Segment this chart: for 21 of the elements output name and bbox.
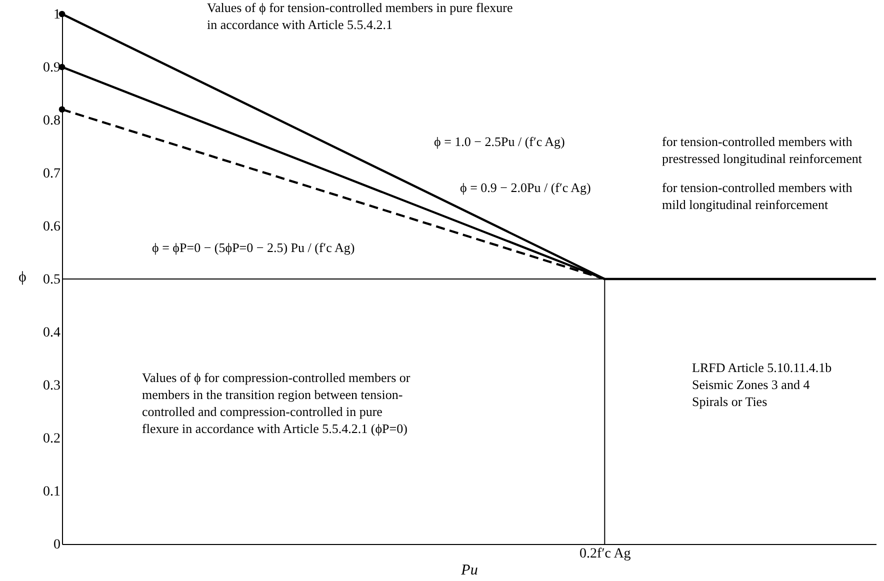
y-tick-label: 0.7 bbox=[43, 166, 60, 182]
annotation: for tension-controlled members with mild longitudinal reinforcement bbox=[662, 180, 853, 212]
x-axis-title: Pu bbox=[460, 562, 478, 578]
x-tick-label: 0.2f′c Ag bbox=[580, 546, 631, 562]
y-axis-title: ϕ bbox=[18, 270, 27, 286]
annotation: Values of ϕ for tension-controlled members in pure flexure in accordance with Article 5.5.4.2.1 bbox=[207, 0, 513, 32]
annotation: ϕ = ϕP=0 − (5ϕP=0 − 2.5) Pu / (f′c Ag) bbox=[152, 240, 355, 255]
y-tick-label: 0.1 bbox=[43, 484, 60, 500]
annotation: ϕ = 0.9 − 2.0Pu / (f′c Ag) bbox=[460, 180, 591, 195]
annotation: ϕ = 1.0 − 2.5Pu / (f′c Ag) bbox=[434, 134, 565, 149]
annotation: for tension-controlled members with prestressed longitudinal reinforcement bbox=[662, 134, 862, 166]
y-tick-label: 0.4 bbox=[43, 326, 60, 340]
annotation: Values of ϕ for compression-controlled members or members in the transition region between tension- controlled and compression-controlled in pure flexure in accordance with Article 5.5.4.2.1 (ϕP=0) bbox=[142, 370, 411, 436]
y-tick-label: 0.2 bbox=[43, 432, 60, 446]
y-tick-label: 0.3 bbox=[43, 378, 60, 394]
y-tick-label: 1 bbox=[54, 8, 60, 22]
annotation: LRFD Article 5.10.11.4.1b Seismic Zones 3 and 4 Spirals or Ties bbox=[692, 360, 832, 409]
y-tick-label: 0.5 bbox=[43, 272, 60, 288]
y-tick-label: 0.8 bbox=[43, 114, 60, 128]
y-tick-label: 0 bbox=[54, 538, 60, 552]
y-tick-label: 0.6 bbox=[43, 220, 60, 234]
